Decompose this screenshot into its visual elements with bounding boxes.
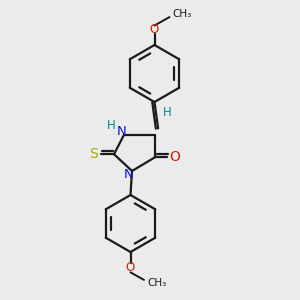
- Text: H: H: [163, 106, 172, 119]
- Text: CH₃: CH₃: [147, 278, 166, 288]
- Text: H: H: [107, 119, 116, 132]
- Text: CH₃: CH₃: [172, 9, 192, 20]
- Text: O: O: [150, 23, 159, 36]
- Text: O: O: [126, 261, 135, 274]
- Text: N: N: [124, 168, 134, 181]
- Text: S: S: [89, 147, 98, 161]
- Text: O: O: [169, 150, 180, 164]
- Text: N: N: [117, 125, 126, 138]
